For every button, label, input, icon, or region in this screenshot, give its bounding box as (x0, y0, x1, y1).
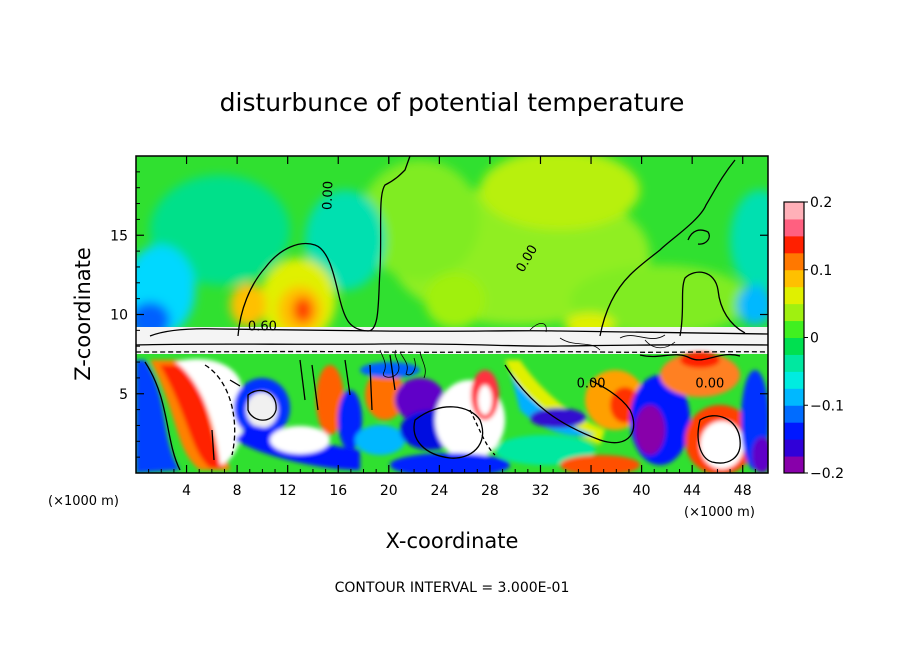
x-tick-label: 4 (182, 483, 191, 499)
colorbar-swatch (784, 439, 804, 457)
colorbar-swatch (784, 456, 804, 474)
x-tick-label: 48 (734, 483, 752, 499)
y-axis: 5 10 15 (110, 171, 768, 458)
contour-interval-note: CONTOUR INTERVAL = 3.000E-01 (335, 580, 570, 596)
x-unit-label-left: (×1000 m) (48, 494, 119, 509)
colorbar-tick-label: 0 (810, 331, 819, 347)
x-tick-label: 12 (279, 483, 297, 499)
x-axis: 4 8 12 16 20 24 28 32 36 40 44 48 (148, 156, 756, 499)
colorbar-swatch (784, 286, 804, 305)
colorbar-swatch (784, 218, 804, 237)
x-tick-label: 20 (380, 483, 398, 499)
x-tick-label: 40 (633, 483, 651, 499)
contour-label: 0.00 (320, 181, 336, 210)
y-tick-label: 10 (110, 308, 128, 324)
x-tick-label: 16 (329, 483, 347, 499)
colorbar-swatch (784, 320, 804, 338)
y-axis-label: Z-coordinate (71, 247, 95, 381)
x-unit-label-right: (×1000 m) (684, 505, 755, 520)
colorbar-tick-label: −0.1 (810, 398, 844, 414)
y-tick-label: 5 (119, 387, 128, 403)
colorbar-swatch (784, 337, 804, 355)
contour-label: 0.00 (695, 376, 724, 391)
chart-title: disturbunce of potential temperature (220, 88, 685, 117)
colorbar-swatch (784, 303, 804, 322)
colorbar-swatch (784, 371, 804, 389)
colorbar-swatch (784, 269, 804, 288)
x-tick-label: 36 (582, 483, 600, 499)
colorbar-swatch (784, 235, 804, 254)
contour-label: 0.00 (577, 376, 606, 391)
colorbar-swatch (784, 354, 804, 372)
colorbar-swatch (784, 422, 804, 440)
colorbar-swatch (784, 202, 804, 220)
colorbar: −0.2 −0.1 0 0.1 0.2 (783, 195, 844, 482)
colorbar-tick-label: 0.1 (810, 263, 832, 279)
heatmap-field: 0.000.000.000.600.00 (136, 156, 768, 473)
x-tick-label: 28 (481, 483, 499, 499)
x-tick-label: 32 (532, 483, 550, 499)
colorbar-swatch (784, 405, 804, 423)
x-axis-label: X-coordinate (386, 529, 519, 553)
x-tick-label: 8 (233, 483, 242, 499)
x-tick-label: 24 (430, 483, 448, 499)
colorbar-swatch (784, 252, 804, 271)
y-tick-label: 15 (110, 228, 128, 244)
contour-label: 0.60 (248, 319, 277, 334)
colorbar-tick-label: 0.2 (810, 195, 832, 211)
colorbar-swatch (784, 388, 804, 406)
x-tick-label: 44 (683, 483, 701, 499)
colorbar-tick-label: −0.2 (810, 466, 844, 482)
